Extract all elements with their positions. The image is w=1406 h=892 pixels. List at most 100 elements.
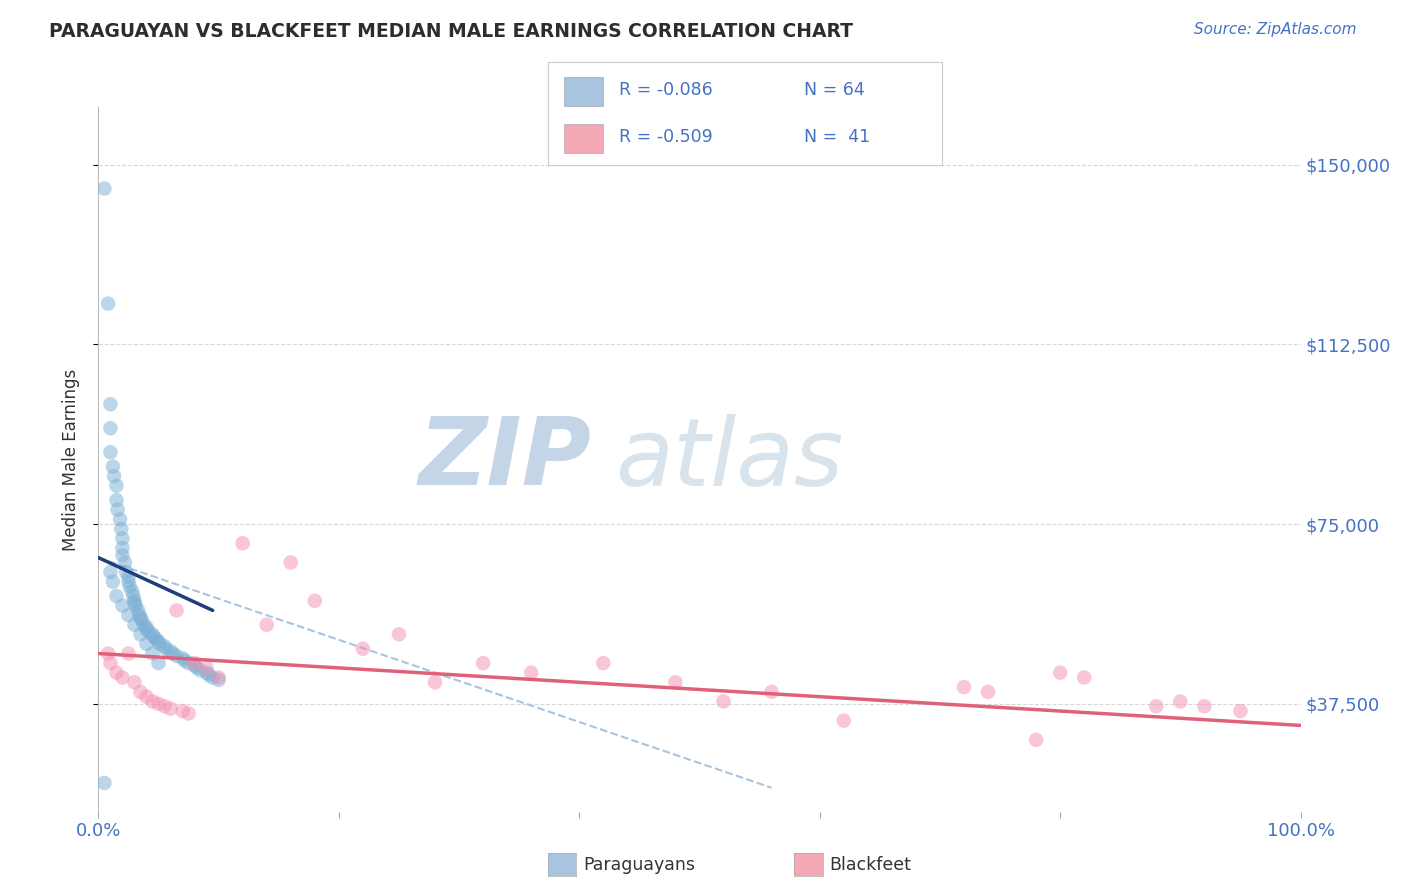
Text: atlas: atlas [616, 414, 844, 505]
Point [132, 617, 155, 632]
Point [111, 548, 134, 562]
Text: N = 64: N = 64 [804, 81, 865, 99]
Text: PARAGUAYAN VS BLACKFEET MEDIAN MALE EARNINGS CORRELATION CHART: PARAGUAYAN VS BLACKFEET MEDIAN MALE EARN… [49, 22, 853, 41]
Point [201, 671, 224, 685]
Point [111, 671, 134, 685]
Point [105, 493, 128, 508]
Point [1194, 699, 1216, 714]
Point [97, 647, 120, 661]
Point [713, 694, 735, 708]
Point [232, 536, 254, 550]
Point [129, 627, 152, 641]
Text: Source: ZipAtlas.com: Source: ZipAtlas.com [1194, 22, 1357, 37]
Point [832, 714, 855, 728]
Point [117, 570, 139, 584]
Point [100, 565, 122, 579]
Point [1170, 694, 1192, 708]
Point [145, 632, 167, 647]
Point [110, 522, 132, 536]
FancyBboxPatch shape [564, 124, 603, 153]
Point [97, 296, 120, 310]
Text: Paraguayans: Paraguayans [583, 856, 696, 874]
Point [127, 603, 149, 617]
Point [977, 685, 1000, 699]
Point [124, 617, 146, 632]
Text: R = -0.086: R = -0.086 [619, 81, 713, 99]
Point [117, 608, 139, 623]
Point [472, 656, 495, 670]
Point [101, 574, 124, 589]
Point [520, 665, 543, 680]
Point [155, 641, 177, 656]
Point [166, 603, 188, 617]
Point [117, 647, 139, 661]
Point [172, 651, 194, 665]
Point [135, 637, 157, 651]
Point [1229, 704, 1251, 718]
Point [153, 640, 176, 654]
Point [105, 589, 128, 603]
Point [423, 675, 446, 690]
Point [174, 654, 197, 668]
Point [111, 532, 134, 546]
Point [124, 675, 146, 690]
Point [166, 648, 188, 663]
Point [142, 630, 165, 644]
Point [195, 661, 218, 675]
Point [93, 776, 115, 790]
Point [138, 624, 160, 639]
Point [352, 641, 374, 656]
Point [953, 680, 976, 694]
Y-axis label: Median Male Earnings: Median Male Earnings [62, 368, 80, 550]
Point [159, 644, 181, 658]
Text: R = -0.509: R = -0.509 [619, 128, 713, 146]
Point [190, 663, 212, 677]
Point [186, 661, 208, 675]
Point [125, 599, 148, 613]
Point [195, 665, 218, 680]
Point [105, 665, 128, 680]
Point [148, 697, 170, 711]
Point [256, 617, 278, 632]
Point [115, 565, 138, 579]
Point [183, 658, 205, 673]
Point [141, 647, 163, 661]
Point [135, 623, 157, 637]
Point [129, 685, 152, 699]
Point [208, 673, 231, 687]
Point [141, 694, 163, 708]
Point [100, 421, 122, 435]
Point [100, 656, 122, 670]
Point [107, 502, 129, 516]
Point [177, 656, 200, 670]
Point [135, 690, 157, 704]
Point [103, 469, 125, 483]
Point [122, 589, 145, 603]
Point [280, 556, 302, 570]
Point [111, 599, 134, 613]
FancyBboxPatch shape [564, 77, 603, 105]
Point [101, 459, 124, 474]
Point [108, 512, 131, 526]
Point [1073, 671, 1095, 685]
Point [111, 541, 134, 555]
Point [124, 596, 146, 610]
Point [131, 613, 153, 627]
Point [135, 620, 157, 634]
Point [114, 556, 136, 570]
Point [128, 608, 150, 623]
Point [1144, 699, 1167, 714]
Text: N =  41: N = 41 [804, 128, 870, 146]
Point [1049, 665, 1071, 680]
Text: Blackfeet: Blackfeet [830, 856, 911, 874]
Point [159, 701, 181, 715]
Point [153, 699, 176, 714]
Point [172, 704, 194, 718]
Point [117, 574, 139, 589]
Point [148, 656, 170, 670]
Point [149, 637, 172, 651]
Point [1025, 732, 1047, 747]
Point [148, 634, 170, 648]
Point [198, 668, 221, 682]
Text: ZIP: ZIP [419, 413, 592, 506]
